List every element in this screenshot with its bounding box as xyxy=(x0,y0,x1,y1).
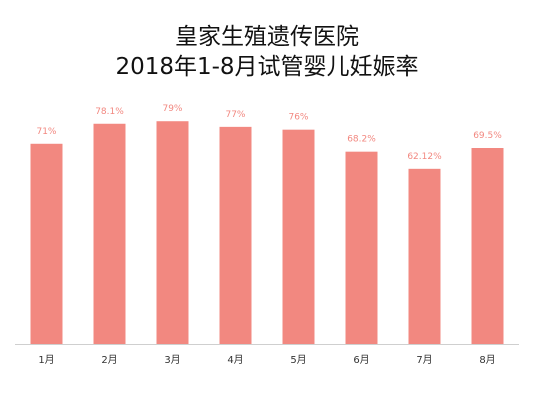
data-label: 62.12% xyxy=(407,152,442,162)
data-label: 77% xyxy=(225,110,245,120)
data-label: 78.1% xyxy=(95,107,124,117)
bar xyxy=(30,143,63,344)
chart-subtitle: 2018年1-8月试管婴儿妊娠率 xyxy=(115,54,419,80)
x-tick-label: 1月 xyxy=(38,354,54,366)
bar xyxy=(345,151,378,344)
data-label: 69.5% xyxy=(473,131,502,141)
bar xyxy=(219,126,252,344)
bar xyxy=(471,148,504,344)
x-tick-label: 2月 xyxy=(101,354,117,366)
x-tick-label: 8月 xyxy=(479,354,495,366)
data-label: 79% xyxy=(162,104,182,114)
bar xyxy=(156,121,189,344)
chart-title-block: 皇家生殖遗传医院 2018年1-8月试管婴儿妊娠率 xyxy=(0,22,534,82)
x-tick-label: 7月 xyxy=(416,354,432,366)
x-tick-label: 6月 xyxy=(353,354,369,366)
bar xyxy=(93,123,126,345)
chart-title: 皇家生殖遗传医院 xyxy=(175,24,359,50)
bar xyxy=(282,129,315,344)
data-label: 71% xyxy=(36,127,56,137)
bar xyxy=(408,168,441,344)
data-label: 76% xyxy=(288,113,308,123)
x-tick-label: 4月 xyxy=(227,354,243,366)
x-tick-label: 3月 xyxy=(164,354,180,366)
data-label: 68.2% xyxy=(347,135,376,145)
x-tick-label: 5月 xyxy=(290,354,306,366)
